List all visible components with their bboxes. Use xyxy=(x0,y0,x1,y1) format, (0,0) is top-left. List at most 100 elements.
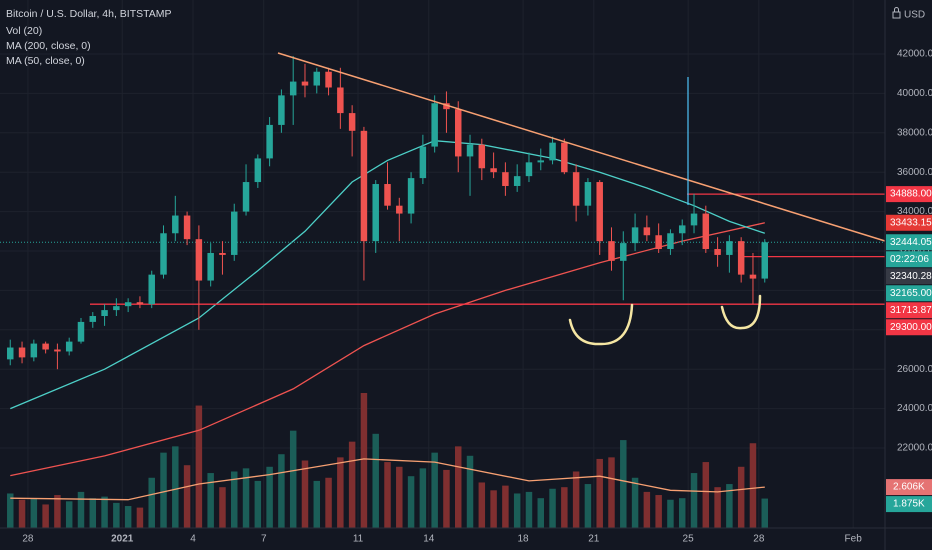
candle-body xyxy=(89,316,97,322)
countdown-label: 02:22:06 xyxy=(890,254,929,265)
volume-bar xyxy=(678,498,686,528)
x-tick-label: Feb xyxy=(845,534,863,545)
y-tick-label: 36000.00 xyxy=(897,167,932,178)
candle-body xyxy=(195,239,203,281)
candle-body xyxy=(337,87,344,114)
volume-bar xyxy=(7,493,14,528)
indicator-label: MA (50, close, 0) xyxy=(6,55,85,67)
volume-bar xyxy=(525,491,533,528)
volume-bar xyxy=(325,477,332,528)
volume-bar xyxy=(419,468,427,528)
candle-body xyxy=(513,176,521,186)
candle-body xyxy=(502,172,509,186)
volume-bar xyxy=(124,506,132,528)
volume-ma-label: 2.606K xyxy=(893,482,925,493)
y-tick-label: 42000.00 xyxy=(897,49,932,60)
volume-bar xyxy=(313,480,321,528)
volume-bar xyxy=(172,446,179,528)
candle-body xyxy=(113,306,120,311)
candle-body xyxy=(242,182,250,212)
candle-body xyxy=(77,321,85,342)
candle-body xyxy=(431,103,438,147)
volume-bar xyxy=(561,487,568,528)
trend-line xyxy=(277,52,886,242)
candle-body xyxy=(561,142,568,173)
candle-body xyxy=(30,343,38,358)
candle-body xyxy=(737,241,745,275)
candle-body xyxy=(360,130,368,242)
volume-bar xyxy=(384,462,391,528)
candle-body xyxy=(608,241,615,261)
volume-bar xyxy=(690,473,698,528)
volume-bar xyxy=(608,457,615,528)
y-tick-label: 22000.00 xyxy=(897,443,932,454)
price-label: 33433.15 xyxy=(890,217,932,228)
candle-body xyxy=(478,144,486,169)
volume-bar xyxy=(726,484,733,528)
volume-bar xyxy=(113,502,120,528)
x-tick-label: 11 xyxy=(353,534,364,545)
candle-body xyxy=(667,233,674,250)
candle-body xyxy=(466,144,474,157)
x-tick-label: 28 xyxy=(753,534,765,545)
volume-bar xyxy=(596,458,603,528)
bottom-mark xyxy=(568,303,634,346)
volume-bar xyxy=(454,446,462,528)
volume-bar xyxy=(478,482,486,528)
volume-bar xyxy=(643,491,651,528)
volume-bar xyxy=(466,455,474,528)
volume-bar xyxy=(714,487,721,528)
y-tick-label: 26000.00 xyxy=(897,364,932,375)
candle-body xyxy=(584,182,592,206)
volume-label: 1.875K xyxy=(893,499,925,510)
candle-body xyxy=(136,302,144,305)
candle-body xyxy=(219,252,226,255)
volume-bar xyxy=(348,441,356,528)
price-label: 32444.05 xyxy=(890,237,932,248)
volume-bar xyxy=(136,507,144,528)
candle-body xyxy=(372,184,379,242)
y-tick-label: 34000.00 xyxy=(897,206,932,217)
x-tick-label: 18 xyxy=(518,534,530,545)
volume-bar xyxy=(431,452,438,528)
candle-body xyxy=(42,343,49,350)
volume-bar xyxy=(490,490,497,528)
candle-body xyxy=(572,172,580,206)
candle-body xyxy=(678,225,686,234)
candle-body xyxy=(643,227,651,236)
price-label-box xyxy=(886,186,932,203)
candle-body xyxy=(301,81,309,86)
price-label-box xyxy=(886,285,932,302)
volume-ma-label-box xyxy=(886,479,932,496)
price-label: 34888.00 xyxy=(890,189,932,200)
candle-body xyxy=(65,341,73,352)
chart-title: Bitcoin / U.S. Dollar, 4h, BITSTAMP xyxy=(6,8,172,20)
candle-body xyxy=(160,233,167,275)
candle-body xyxy=(101,310,108,317)
volume-bar xyxy=(195,405,203,528)
candle-body xyxy=(325,71,332,88)
candle-body xyxy=(631,227,639,244)
volume-bar xyxy=(89,498,97,528)
volume-bar xyxy=(301,460,309,528)
candle-body xyxy=(289,81,297,96)
candle-body xyxy=(384,184,391,206)
y-tick-label: 24000.00 xyxy=(897,403,932,414)
grid xyxy=(0,0,885,528)
candle-body xyxy=(313,71,321,86)
volume-bar xyxy=(77,491,85,528)
volume-bar xyxy=(278,454,285,528)
volume-bar xyxy=(572,471,580,528)
candle-body xyxy=(266,124,273,159)
candle-body xyxy=(148,274,155,305)
price-label: 32165.00 xyxy=(890,288,932,299)
currency-label[interactable]: USD xyxy=(904,10,925,21)
lock-icon[interactable] xyxy=(892,7,901,19)
volume-bar xyxy=(372,433,379,528)
candle-body xyxy=(18,347,26,358)
price-label-box xyxy=(886,268,932,285)
volume-bar xyxy=(18,499,26,528)
x-tick-label: 2021 xyxy=(111,534,134,545)
volume-bar xyxy=(54,495,61,528)
